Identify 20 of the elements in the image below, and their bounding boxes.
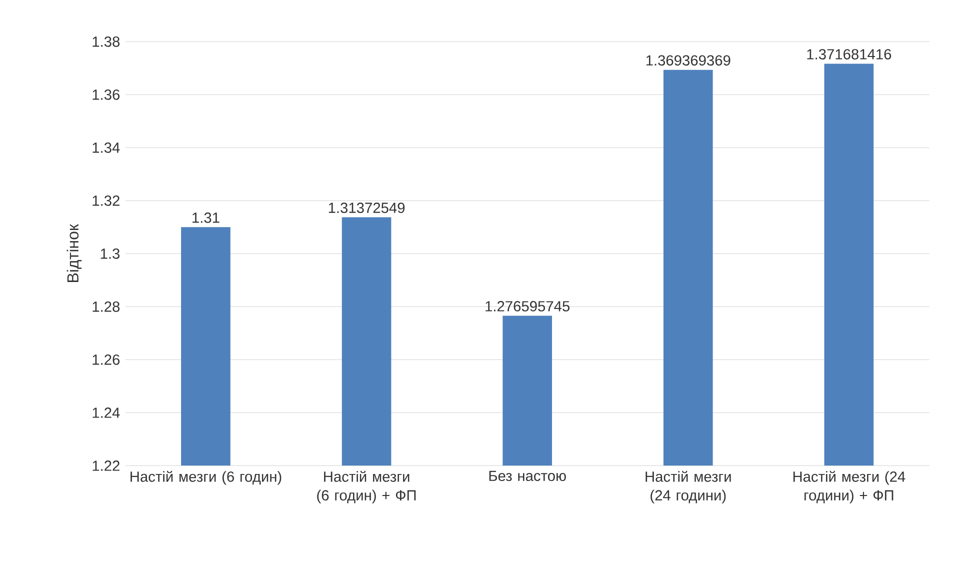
- y-tick-label: 1.24: [92, 408, 120, 418]
- x-tick-label: Настій мезги (24 години): [646, 470, 731, 504]
- x-tick-label: Настій мезги (24 години) + ФП: [793, 470, 906, 504]
- data-label: 1.31372549: [328, 202, 405, 214]
- data-label: 1.369369369: [646, 55, 730, 66]
- y-tick-label: 1.26: [92, 354, 120, 365]
- y-tick-label: 1.36: [92, 89, 120, 100]
- data-label: 1.31: [192, 212, 220, 223]
- y-tick-label: 1.34: [92, 142, 120, 153]
- y-tick-label: 1.3: [100, 248, 120, 259]
- y-tick-label: 1.28: [92, 301, 120, 312]
- y-axis-title: Відтінок: [66, 224, 82, 282]
- data-label: 1.276595745: [486, 301, 570, 312]
- y-tick-label: 1.32: [92, 195, 120, 206]
- x-tick-label: Настій мезги (6 годин) + ФП: [317, 470, 416, 504]
- x-tick-label: Без настою: [489, 470, 566, 482]
- y-tick-label: 1.22: [92, 460, 120, 471]
- x-tick-label: Настій мезги (6 годин): [130, 470, 282, 485]
- data-label: 1.371681416: [807, 49, 892, 60]
- y-tick-label: 1.38: [92, 36, 120, 47]
